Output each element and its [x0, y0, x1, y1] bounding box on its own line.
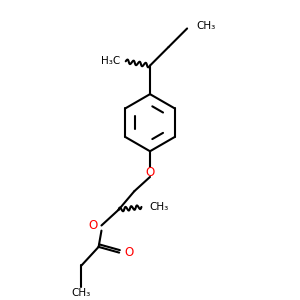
Text: O: O [146, 166, 154, 178]
Text: CH₃: CH₃ [149, 202, 169, 212]
Text: O: O [89, 219, 98, 232]
Text: CH₃: CH₃ [196, 21, 215, 31]
Text: H₃C: H₃C [101, 56, 121, 66]
Text: O: O [124, 245, 134, 259]
Text: CH₃: CH₃ [72, 288, 91, 298]
